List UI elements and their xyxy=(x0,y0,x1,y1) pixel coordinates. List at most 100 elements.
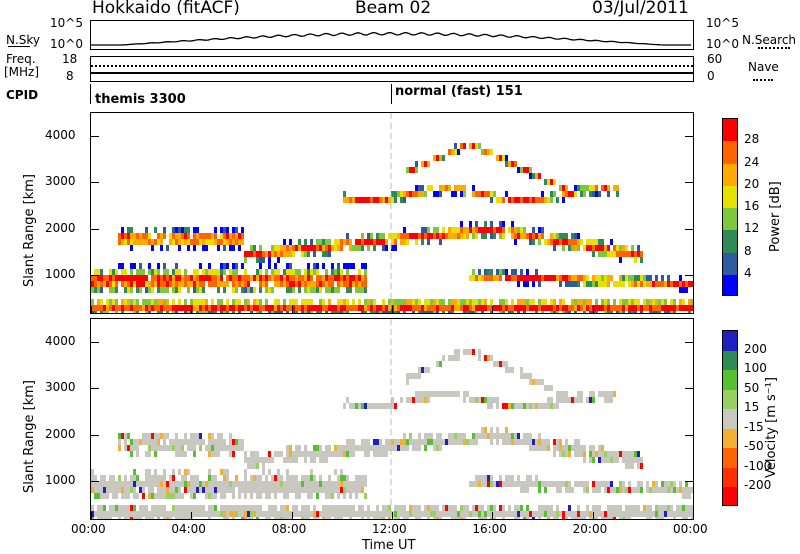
power-cell xyxy=(109,275,112,281)
power-cell xyxy=(358,269,361,275)
velocity-cell xyxy=(148,433,151,439)
velocity-cell xyxy=(166,517,169,519)
velocity-cell xyxy=(328,451,331,457)
velocity-cell xyxy=(382,403,385,409)
velocity-cell xyxy=(682,505,685,511)
velocity-cell xyxy=(547,403,550,409)
velocity-cell xyxy=(364,445,367,451)
velocity-cell xyxy=(580,517,583,519)
velocity-cell xyxy=(205,445,208,451)
velocity-cell xyxy=(613,457,616,463)
velocity-cell xyxy=(184,433,187,439)
power-cell xyxy=(148,269,151,275)
velocity-cell xyxy=(262,481,265,487)
power-cell xyxy=(307,263,310,269)
velocity-cell xyxy=(130,517,133,519)
velocity-cell xyxy=(397,505,400,511)
velocity-cell xyxy=(526,403,529,409)
power-cell xyxy=(178,299,181,305)
velocity-cell xyxy=(634,505,637,511)
power-cell xyxy=(463,311,466,313)
power-cell xyxy=(463,227,466,233)
power-cell xyxy=(202,239,205,245)
velocity-cell xyxy=(457,439,460,445)
power-cell xyxy=(175,227,178,233)
power-cell xyxy=(313,263,316,269)
power-cell xyxy=(328,287,331,293)
power-cell xyxy=(229,275,232,281)
power-cell xyxy=(526,167,529,173)
power-cell xyxy=(679,281,682,287)
velocity-cell xyxy=(436,445,439,451)
power-cell xyxy=(502,299,505,305)
velocity-cell xyxy=(550,403,553,409)
velocity-cell xyxy=(139,439,142,445)
power-cell xyxy=(553,179,556,185)
velocity-cell xyxy=(418,517,421,519)
velocity-cell xyxy=(268,511,271,517)
power-cell xyxy=(328,305,331,311)
power-cell xyxy=(469,221,472,227)
velocity-cell xyxy=(244,475,247,481)
velocity-cell xyxy=(109,517,112,519)
power-cell xyxy=(283,281,286,287)
power-cell xyxy=(538,239,541,245)
power-cell xyxy=(463,299,466,305)
velocity-cell xyxy=(265,457,268,463)
power-cell xyxy=(427,227,430,233)
power-cell xyxy=(244,305,247,311)
velocity-cell xyxy=(628,463,631,469)
velocity-cell xyxy=(373,403,376,409)
velocity-cell xyxy=(91,481,94,487)
power-cell xyxy=(184,305,187,311)
power-cell xyxy=(571,245,574,251)
power-cell xyxy=(418,191,421,197)
power-cell xyxy=(436,305,439,311)
velocity-cell xyxy=(532,379,535,385)
power-cell xyxy=(691,305,693,311)
power-cell xyxy=(307,269,310,275)
power-cell xyxy=(145,239,148,245)
power-cell xyxy=(130,263,133,269)
velocity-cell xyxy=(460,439,463,445)
velocity-cell xyxy=(670,505,673,511)
power-cell xyxy=(274,299,277,305)
velocity-cell xyxy=(532,445,535,451)
velocity-cell xyxy=(112,511,115,517)
velocity-cell xyxy=(541,379,544,385)
velocity-cell xyxy=(499,505,502,511)
power-cell xyxy=(139,275,142,281)
velocity-cell xyxy=(358,511,361,517)
velocity-colorbar-tick: 50 xyxy=(744,380,760,395)
velocity-cell xyxy=(355,445,358,451)
power-cell xyxy=(469,143,472,149)
velocity-cell xyxy=(436,391,439,397)
velocity-cell xyxy=(574,511,577,517)
velocity-cell xyxy=(346,505,349,511)
power-cell xyxy=(421,185,424,191)
velocity-cell xyxy=(397,445,400,451)
power-cell xyxy=(139,269,142,275)
velocity-cell xyxy=(148,451,151,457)
velocity-cell xyxy=(679,505,682,511)
power-colorbar-swatch xyxy=(723,185,737,208)
velocity-cell xyxy=(175,511,178,517)
power-cell xyxy=(397,311,400,313)
velocity-cell xyxy=(535,439,538,445)
velocity-cell xyxy=(307,493,310,499)
velocity-cell xyxy=(220,433,223,439)
velocity-cell xyxy=(283,487,286,493)
power-cell xyxy=(427,233,430,239)
power-cell xyxy=(247,299,250,305)
power-cell xyxy=(553,299,556,305)
power-cell xyxy=(382,239,385,245)
velocity-cell xyxy=(568,505,571,511)
power-cell xyxy=(550,239,553,245)
velocity-cell xyxy=(115,487,118,493)
power-cell xyxy=(412,167,415,173)
velocity-cell xyxy=(574,445,577,451)
velocity-cell xyxy=(358,475,361,481)
velocity-cell xyxy=(466,505,469,511)
velocity-cell xyxy=(232,505,235,511)
power-cell xyxy=(436,233,439,239)
